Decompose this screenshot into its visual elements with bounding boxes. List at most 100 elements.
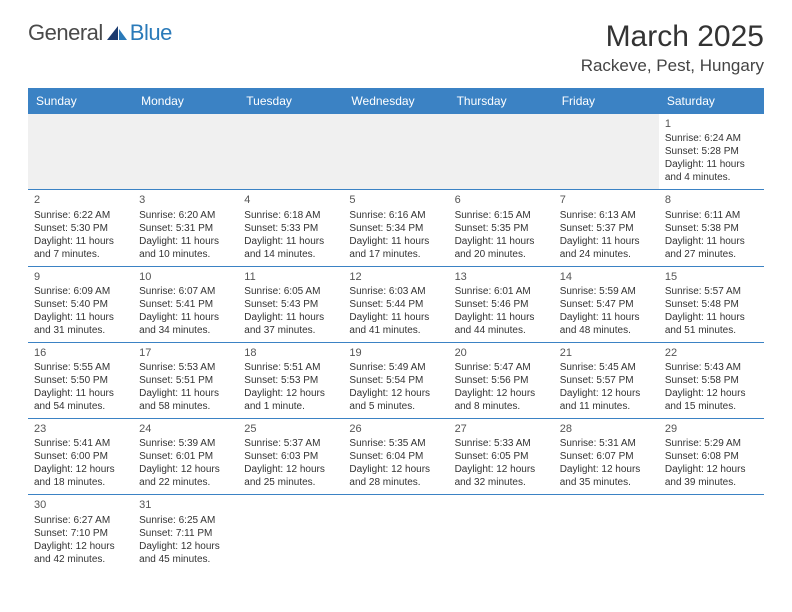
day-detail-line: Sunset: 5:38 PM [665, 222, 758, 235]
calendar-cell: 30Sunrise: 6:27 AMSunset: 7:10 PMDayligh… [28, 495, 133, 571]
calendar-body: 1Sunrise: 6:24 AMSunset: 5:28 PMDaylight… [28, 114, 764, 571]
day-number: 23 [34, 422, 127, 436]
day-detail-line: Sunrise: 5:55 AM [34, 361, 127, 374]
calendar-cell: 9Sunrise: 6:09 AMSunset: 5:40 PMDaylight… [28, 266, 133, 342]
day-detail-line: Daylight: 11 hours [455, 311, 548, 324]
calendar-cell [28, 114, 133, 190]
day-number: 9 [34, 270, 127, 284]
day-detail-line: Sunset: 5:34 PM [349, 222, 442, 235]
day-detail-line: Daylight: 12 hours [139, 463, 232, 476]
day-detail-line: Daylight: 11 hours [455, 235, 548, 248]
day-detail-line: Daylight: 11 hours [665, 311, 758, 324]
calendar-cell: 24Sunrise: 5:39 AMSunset: 6:01 PMDayligh… [133, 419, 238, 495]
calendar-cell [343, 495, 448, 571]
logo-text-1: General [28, 20, 103, 46]
calendar-cell: 8Sunrise: 6:11 AMSunset: 5:38 PMDaylight… [659, 190, 764, 266]
calendar-row: 30Sunrise: 6:27 AMSunset: 7:10 PMDayligh… [28, 495, 764, 571]
day-detail-line: and 51 minutes. [665, 324, 758, 337]
day-detail-line: and 39 minutes. [665, 476, 758, 489]
day-detail-line: and 58 minutes. [139, 400, 232, 413]
day-detail-line: Sunset: 5:46 PM [455, 298, 548, 311]
day-detail-line: and 20 minutes. [455, 248, 548, 261]
weekday-header: Thursday [449, 88, 554, 114]
calendar-cell [449, 495, 554, 571]
day-number: 25 [244, 422, 337, 436]
day-detail-line: Sunrise: 5:49 AM [349, 361, 442, 374]
day-detail-line: Sunset: 6:01 PM [139, 450, 232, 463]
day-detail-line: and 10 minutes. [139, 248, 232, 261]
calendar-cell: 17Sunrise: 5:53 AMSunset: 5:51 PMDayligh… [133, 342, 238, 418]
day-detail-line: Sunrise: 5:59 AM [560, 285, 653, 298]
header: General Blue March 2025 Rackeve, Pest, H… [28, 20, 764, 76]
day-detail-line: and 18 minutes. [34, 476, 127, 489]
day-detail-line: Sunrise: 5:45 AM [560, 361, 653, 374]
day-detail-line: Daylight: 12 hours [560, 463, 653, 476]
day-detail-line: and 15 minutes. [665, 400, 758, 413]
day-detail-line: Sunset: 5:48 PM [665, 298, 758, 311]
logo: General Blue [28, 20, 172, 46]
day-detail-line: and 54 minutes. [34, 400, 127, 413]
day-detail-line: and 25 minutes. [244, 476, 337, 489]
day-detail-line: and 34 minutes. [139, 324, 232, 337]
day-detail-line: and 17 minutes. [349, 248, 442, 261]
day-detail-line: Sunrise: 6:09 AM [34, 285, 127, 298]
day-detail-line: Sunrise: 6:13 AM [560, 209, 653, 222]
weekday-header: Saturday [659, 88, 764, 114]
calendar-cell: 31Sunrise: 6:25 AMSunset: 7:11 PMDayligh… [133, 495, 238, 571]
day-detail-line: Sunrise: 5:57 AM [665, 285, 758, 298]
logo-sail-icon [106, 25, 128, 41]
day-detail-line: Daylight: 12 hours [349, 387, 442, 400]
day-detail-line: and 37 minutes. [244, 324, 337, 337]
day-detail-line: Daylight: 12 hours [244, 463, 337, 476]
calendar-cell: 22Sunrise: 5:43 AMSunset: 5:58 PMDayligh… [659, 342, 764, 418]
day-detail-line: Sunset: 5:37 PM [560, 222, 653, 235]
calendar-cell: 1Sunrise: 6:24 AMSunset: 5:28 PMDaylight… [659, 114, 764, 190]
day-detail-line: Sunset: 6:03 PM [244, 450, 337, 463]
day-detail-line: Sunrise: 6:20 AM [139, 209, 232, 222]
day-detail-line: Sunset: 5:31 PM [139, 222, 232, 235]
day-detail-line: and 5 minutes. [349, 400, 442, 413]
day-detail-line: Sunrise: 5:51 AM [244, 361, 337, 374]
day-number: 22 [665, 346, 758, 360]
day-detail-line: Sunset: 5:53 PM [244, 374, 337, 387]
day-detail-line: Sunrise: 6:11 AM [665, 209, 758, 222]
calendar-cell [238, 495, 343, 571]
calendar-cell [554, 495, 659, 571]
calendar-row: 9Sunrise: 6:09 AMSunset: 5:40 PM Daylight… [28, 266, 764, 342]
day-detail-line: Daylight: 11 hours [139, 311, 232, 324]
calendar-cell: 25Sunrise: 5:37 AMSunset: 6:03 PMDayligh… [238, 419, 343, 495]
day-detail-line: Sunrise: 5:47 AM [455, 361, 548, 374]
calendar-cell: 27Sunrise: 5:33 AMSunset: 6:05 PMDayligh… [449, 419, 554, 495]
day-detail-line: Daylight: 11 hours [665, 235, 758, 248]
day-detail-line: Daylight: 11 hours [244, 311, 337, 324]
day-detail-line: and 32 minutes. [455, 476, 548, 489]
calendar-cell: 26Sunrise: 5:35 AMSunset: 6:04 PMDayligh… [343, 419, 448, 495]
day-number: 11 [244, 270, 337, 284]
day-detail-line: Sunset: 5:28 PM [665, 145, 758, 158]
calendar-cell [343, 114, 448, 190]
calendar-row: 23Sunrise: 5:41 AMSunset: 6:00 PMDayligh… [28, 419, 764, 495]
day-detail-line: Daylight: 12 hours [455, 463, 548, 476]
day-detail-line: Sunrise: 6:24 AM [665, 132, 758, 145]
day-detail-line: Sunset: 6:00 PM [34, 450, 127, 463]
day-detail-line: Sunset: 5:30 PM [34, 222, 127, 235]
day-detail-line: Sunrise: 5:43 AM [665, 361, 758, 374]
day-detail-line: and 11 minutes. [560, 400, 653, 413]
day-number: 17 [139, 346, 232, 360]
calendar-cell: 7Sunrise: 6:13 AMSunset: 5:37 PMDaylight… [554, 190, 659, 266]
calendar-cell [133, 114, 238, 190]
day-detail-line: Sunrise: 5:53 AM [139, 361, 232, 374]
day-number: 10 [139, 270, 232, 284]
day-detail-line: Sunset: 5:54 PM [349, 374, 442, 387]
day-number: 2 [34, 193, 127, 207]
day-number: 14 [560, 270, 653, 284]
day-number: 15 [665, 270, 758, 284]
calendar-cell: 18Sunrise: 5:51 AMSunset: 5:53 PMDayligh… [238, 342, 343, 418]
day-detail-line: Sunset: 5:40 PM [34, 298, 127, 311]
day-number: 6 [455, 193, 548, 207]
calendar-table: SundayMondayTuesdayWednesdayThursdayFrid… [28, 88, 764, 571]
day-detail-line: Daylight: 12 hours [349, 463, 442, 476]
day-number: 16 [34, 346, 127, 360]
day-detail-line: and 27 minutes. [665, 248, 758, 261]
day-number: 12 [349, 270, 442, 284]
